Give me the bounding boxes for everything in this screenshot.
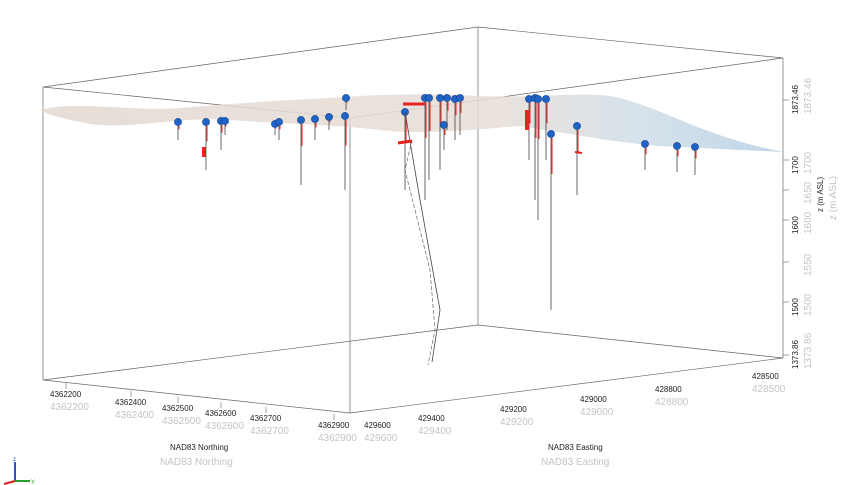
drillhole-collar[interactable] <box>534 95 542 103</box>
northing-tick-shadow: 4362700 <box>250 426 289 437</box>
drillhole-collar[interactable] <box>436 94 444 102</box>
drillhole-collar[interactable] <box>641 140 649 148</box>
northing-tick-shadow: 4362500 <box>162 416 201 427</box>
easting-tick-label: 428800 <box>655 385 682 394</box>
northing-tick-label: 4362600 <box>205 409 237 418</box>
northing-tick-label: 4362900 <box>318 421 350 430</box>
drillhole-trace <box>404 111 441 363</box>
easting-axis: 429600 429600 429400 429400 429200 429200 4290… <box>364 372 786 468</box>
topography-surface <box>40 94 785 152</box>
northing-tick-shadow: 4362400 <box>115 410 154 421</box>
drillhole-collar[interactable] <box>456 94 464 102</box>
assay-interval <box>574 151 583 154</box>
drillhole-collar[interactable] <box>342 94 350 102</box>
drillhole-collar[interactable] <box>673 142 681 150</box>
drillhole-collar[interactable] <box>202 118 210 126</box>
drillhole-collar[interactable] <box>311 115 319 123</box>
z-tick-label: 1500 <box>791 298 800 316</box>
easting-axis-title-shadow: NAD83 Easting <box>541 457 609 468</box>
assay-interval <box>397 139 413 145</box>
drillhole-collar[interactable] <box>425 94 433 102</box>
orientation-gizmo: z Y <box>3 457 35 485</box>
easting-tick-label: 429000 <box>580 395 607 404</box>
z-tick-shadow: 1550 <box>803 253 814 276</box>
bounding-box <box>42 26 784 414</box>
z-axis-title: z (m ASL) <box>816 177 825 212</box>
northing-tick-label: 4362700 <box>250 414 282 423</box>
assay-interval <box>202 147 206 157</box>
easting-tick-shadow: 429000 <box>580 407 614 418</box>
z-tick-shadow: 1500 <box>803 293 814 316</box>
drillholes <box>174 94 699 366</box>
northing-axis: 4362200 4362200 4362400 4362400 4362500 43625… <box>50 383 357 468</box>
northing-axis-title-shadow: NAD83 Northing <box>160 457 233 468</box>
drillhole-collar[interactable] <box>341 112 349 120</box>
drillhole-collar[interactable] <box>573 122 581 130</box>
drillhole-collar[interactable] <box>691 143 699 151</box>
drillhole-collar[interactable] <box>440 121 448 129</box>
northing-tick-label: 4362400 <box>115 398 147 407</box>
northing-tick-label: 4362200 <box>50 390 82 399</box>
northing-tick-shadow: 4362200 <box>50 402 89 413</box>
drillhole-collar[interactable] <box>443 94 451 102</box>
easting-tick-label: 429400 <box>418 414 445 423</box>
drillhole-collar[interactable] <box>275 118 283 126</box>
drillhole-collar[interactable] <box>325 113 333 121</box>
easting-tick-label: 429200 <box>500 405 527 414</box>
gizmo-y-label: Y <box>31 480 35 485</box>
easting-tick-shadow: 428500 <box>752 384 786 395</box>
northing-tick-shadow: 4362600 <box>205 421 244 432</box>
z-tick-label: 1700 <box>791 156 800 174</box>
easting-tick-shadow: 429200 <box>500 417 534 428</box>
easting-tick-shadow: 429400 <box>418 426 452 437</box>
z-axis-title-shadow: z (m ASL) <box>828 176 839 220</box>
drillhole-collar[interactable] <box>542 95 550 103</box>
easting-axis-title: NAD83 Easting <box>548 443 603 452</box>
z-tick-shadow: 1650 <box>803 181 814 204</box>
gizmo-z-label: z <box>13 457 16 463</box>
northing-axis-title: NAD83 Northing <box>170 443 228 452</box>
z-tick-label: 1373.86 <box>791 340 800 369</box>
easting-tick-label: 428500 <box>752 372 779 381</box>
z-tick-shadow: 1873.46 <box>803 77 814 114</box>
drillhole-trace <box>404 139 436 366</box>
drillhole-collar[interactable] <box>297 116 305 124</box>
northing-tick-label: 4362500 <box>162 404 194 413</box>
z-tick-shadow: 1700 <box>803 151 814 174</box>
drillhole-collar[interactable] <box>221 117 229 125</box>
z-tick-label: 1873.46 <box>791 85 800 114</box>
drillhole-collar[interactable] <box>547 130 555 138</box>
z-tick-label: 1600 <box>791 216 800 234</box>
northing-tick-shadow: 4362900 <box>318 433 357 444</box>
easting-tick-shadow: 428800 <box>655 397 689 408</box>
drillhole-collar[interactable] <box>174 118 182 126</box>
z-tick-shadow: 1373.86 <box>803 332 814 369</box>
z-tick-shadow: 1600 <box>803 211 814 234</box>
easting-tick-shadow: 429600 <box>364 433 398 444</box>
easting-tick-label: 429600 <box>364 421 391 430</box>
assay-interval <box>525 110 529 130</box>
